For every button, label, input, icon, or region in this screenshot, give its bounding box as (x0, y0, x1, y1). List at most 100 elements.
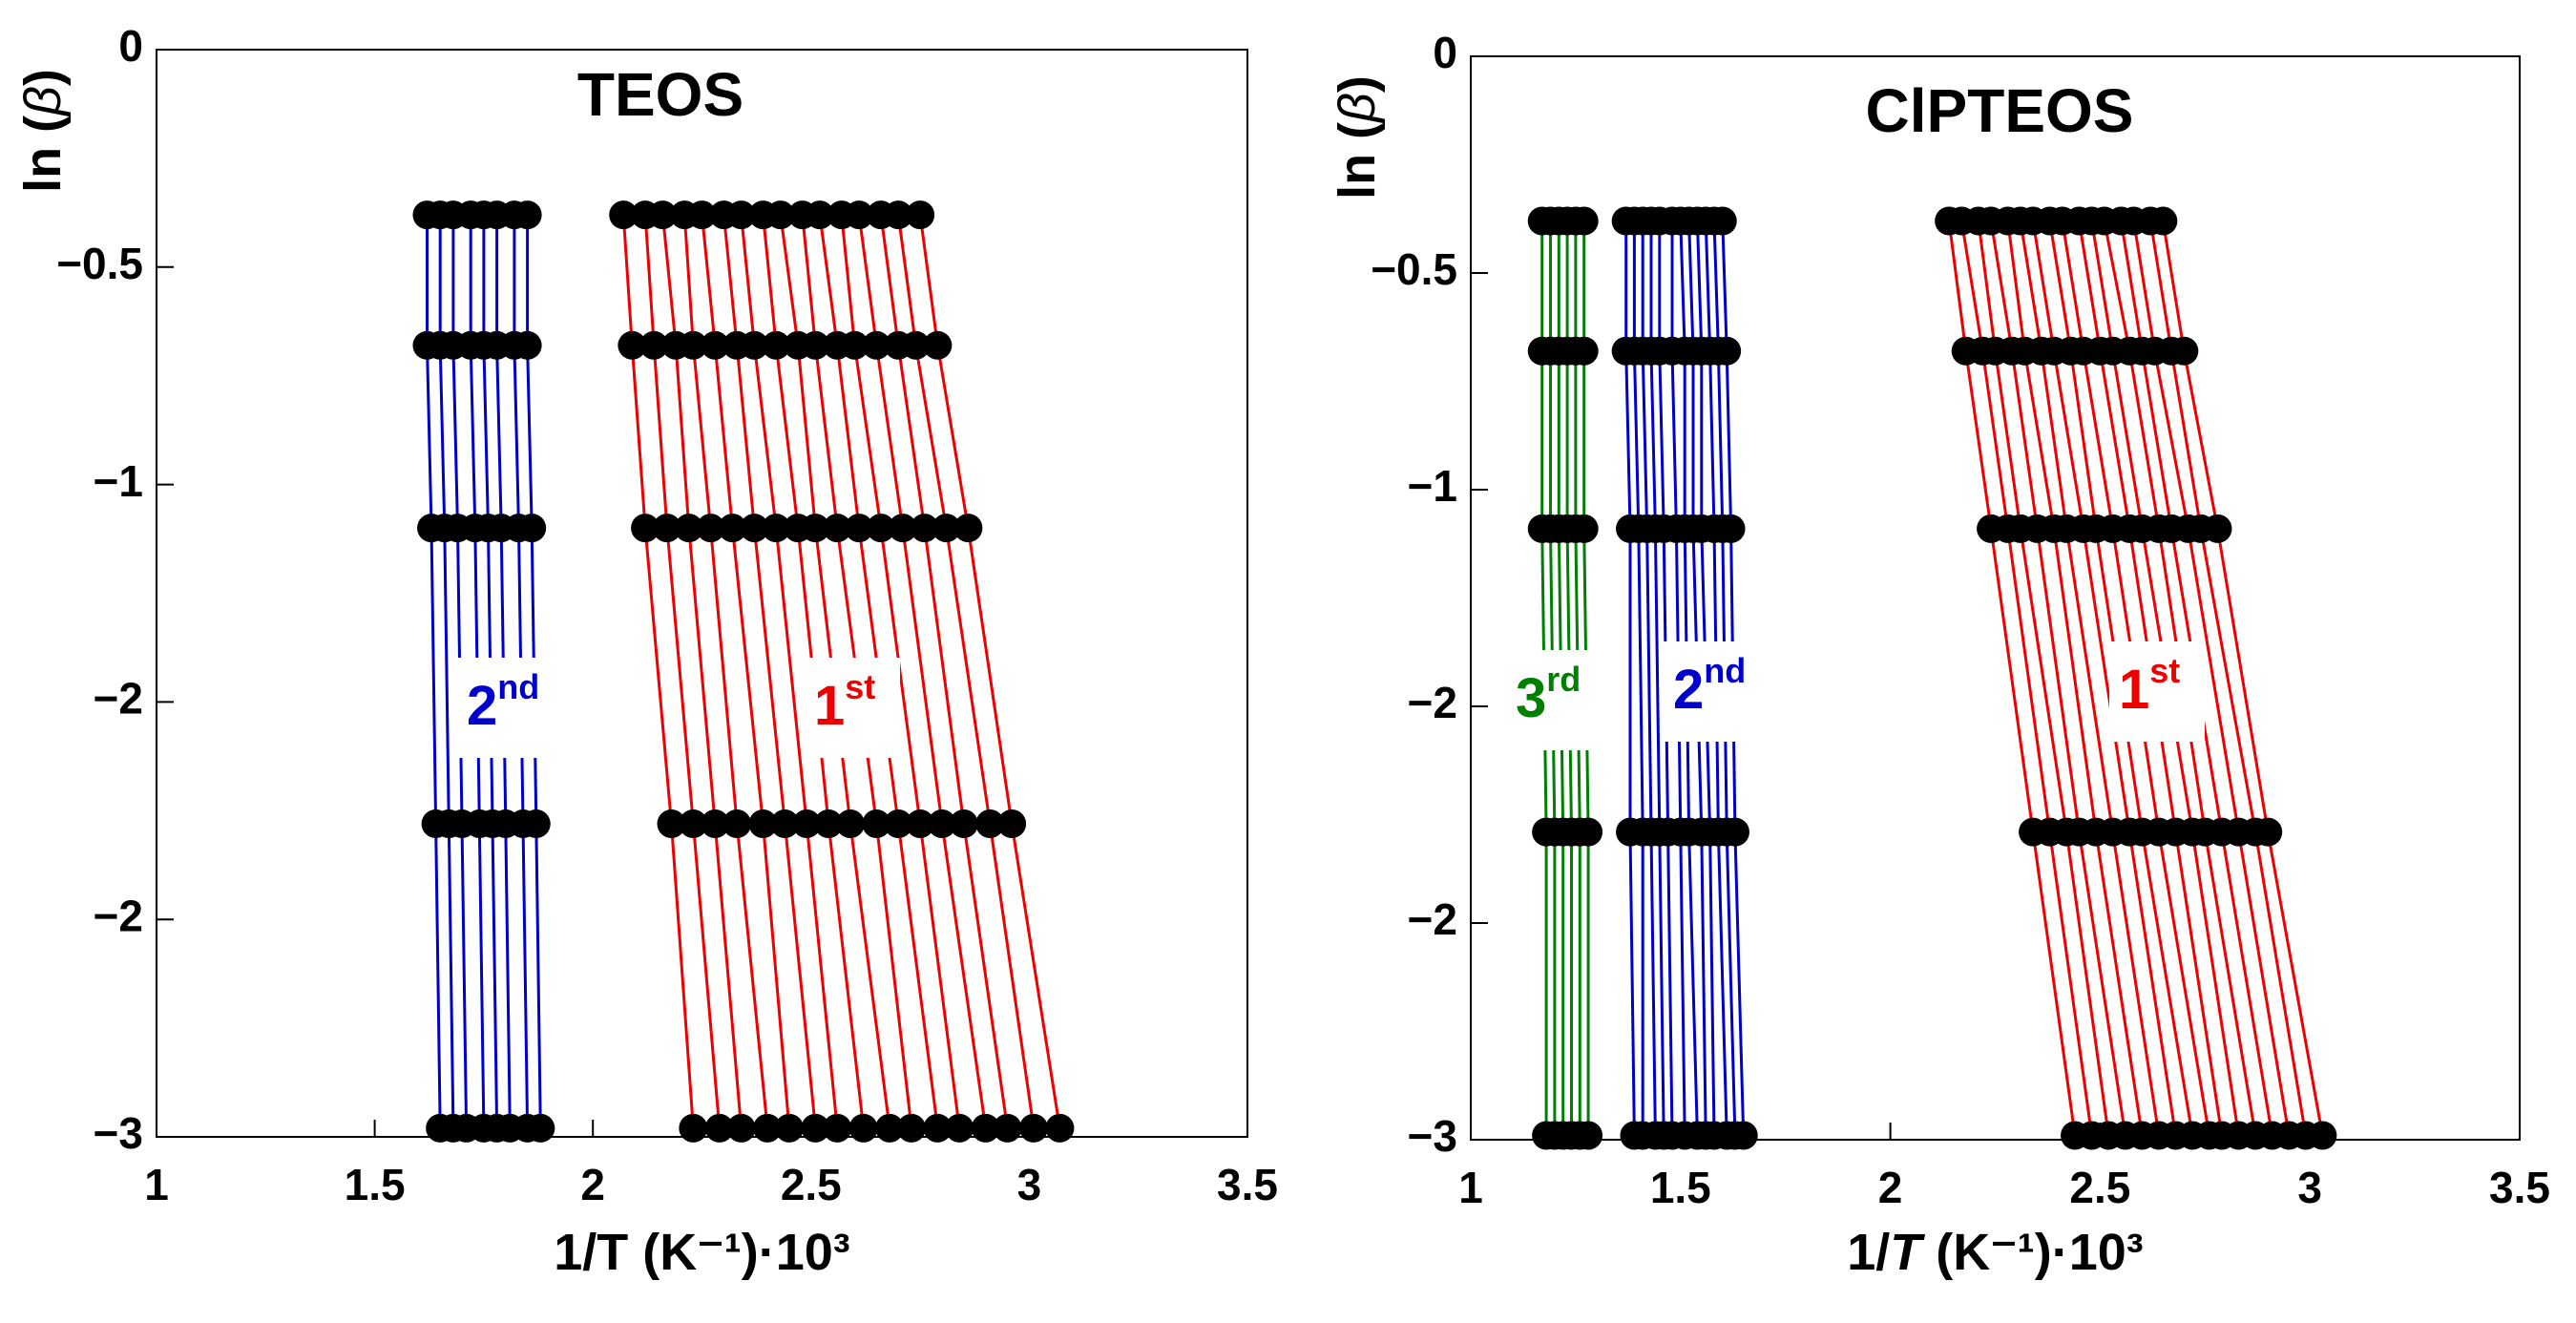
y-tick-label: −1 (94, 456, 143, 506)
y-axis-label-part: β (14, 86, 72, 117)
data-point (526, 1113, 555, 1143)
label-background (2109, 641, 2205, 742)
x-tick-label: 2.5 (781, 1160, 842, 1209)
data-point (945, 1113, 974, 1143)
label-background (1664, 641, 1759, 742)
data-point (845, 200, 874, 230)
plot-frame (156, 49, 1248, 1138)
data-point (2169, 336, 2199, 366)
data-point (762, 330, 791, 360)
series-label: 3rd (1516, 660, 1581, 730)
data-point (848, 1113, 878, 1143)
data-point (823, 1113, 852, 1143)
data-point (652, 514, 681, 543)
data-point (901, 330, 931, 360)
data-point (521, 808, 551, 838)
series-label: 1st (814, 667, 875, 738)
x-tick-label: 3 (1017, 1160, 1042, 1209)
y-tick-label: −3 (94, 1108, 143, 1158)
y-tick-label: −2 (94, 891, 143, 940)
x-tick-label: 2 (580, 1160, 605, 1209)
series-label-number: 2 (1673, 659, 1704, 721)
x-axis-label-part: 1/T (K⁻¹)·10³ (554, 1224, 850, 1281)
series-label: 1st (2119, 651, 2180, 722)
data-point (517, 514, 547, 543)
data-point (923, 1113, 953, 1143)
data-point (801, 514, 830, 543)
data-point (2203, 514, 2232, 543)
y-axis-label: ln (β) (14, 69, 72, 193)
data-point (726, 1113, 756, 1143)
data-point (884, 808, 913, 838)
series-label-suffix: nd (1704, 651, 1746, 690)
data-point (657, 808, 686, 838)
data-point (927, 808, 956, 838)
data-point (774, 1113, 804, 1143)
series-label: 2nd (467, 667, 539, 738)
x-tick-label: 1 (1458, 1163, 1483, 1212)
data-point (823, 514, 852, 543)
data-point (1728, 1121, 1758, 1150)
data-point (792, 808, 822, 838)
data-point (740, 514, 769, 543)
data-point (609, 200, 639, 230)
series-label-number: 1 (2119, 659, 2149, 721)
data-point (862, 808, 891, 838)
y-tick-label: −1 (1408, 461, 1457, 511)
data-point (814, 808, 844, 838)
data-point (801, 1113, 830, 1143)
data-point (906, 200, 935, 230)
data-point (888, 514, 917, 543)
data-point (1720, 817, 1749, 847)
y-axis-label: ln (β) (1329, 75, 1386, 200)
data-point (953, 514, 983, 543)
y-tick-label: 0 (1433, 28, 1457, 77)
x-tick-label: 2.5 (2069, 1163, 2130, 1212)
data-point (1712, 336, 1742, 366)
data-point (753, 1113, 783, 1143)
x-tick-label: 3.5 (1217, 1160, 1278, 1209)
series-label-number: 1 (814, 675, 845, 737)
data-point (993, 1113, 1022, 1143)
y-tick-label: −0.5 (1371, 244, 1457, 294)
data-point (862, 330, 891, 360)
y-tick-label: −2 (1408, 678, 1457, 727)
data-point (740, 330, 769, 360)
data-point (845, 514, 874, 543)
data-point (932, 514, 961, 543)
x-axis-label: 1/T (K⁻¹)·10³ (1847, 1224, 2144, 1281)
x-tick-label: 1.5 (345, 1160, 406, 1209)
x-axis-label-part: (K⁻¹)·10³ (1921, 1224, 2143, 1281)
x-tick-label: 1.5 (1650, 1163, 1711, 1212)
series-label-suffix: st (845, 667, 875, 706)
data-point (1574, 1121, 1603, 1150)
y-tick-label: −3 (1408, 1111, 1457, 1161)
data-point (1707, 206, 1737, 236)
data-point (801, 330, 830, 360)
data-point (975, 808, 1005, 838)
data-point (513, 330, 542, 360)
x-tick-label: 3.5 (2489, 1163, 2550, 1212)
data-point (726, 200, 756, 230)
y-axis-label-part: ) (14, 69, 72, 86)
data-point (770, 808, 800, 838)
label-background (805, 658, 900, 758)
x-axis-label-part: T (1890, 1224, 1925, 1281)
data-point (631, 514, 660, 543)
data-point (762, 514, 791, 543)
data-point (1716, 514, 1746, 543)
data-point (896, 1113, 926, 1143)
data-point (2253, 817, 2283, 847)
x-tick-label: 1 (144, 1160, 169, 1209)
data-point (513, 200, 542, 230)
data-point (840, 330, 869, 360)
series-label-suffix: nd (497, 667, 539, 706)
label-background (1506, 650, 1602, 750)
data-point (1018, 1113, 1048, 1143)
y-tick-label: −2 (94, 674, 143, 724)
panel-title: TEOS (577, 60, 743, 129)
x-tick-label: 2 (1878, 1163, 1903, 1212)
